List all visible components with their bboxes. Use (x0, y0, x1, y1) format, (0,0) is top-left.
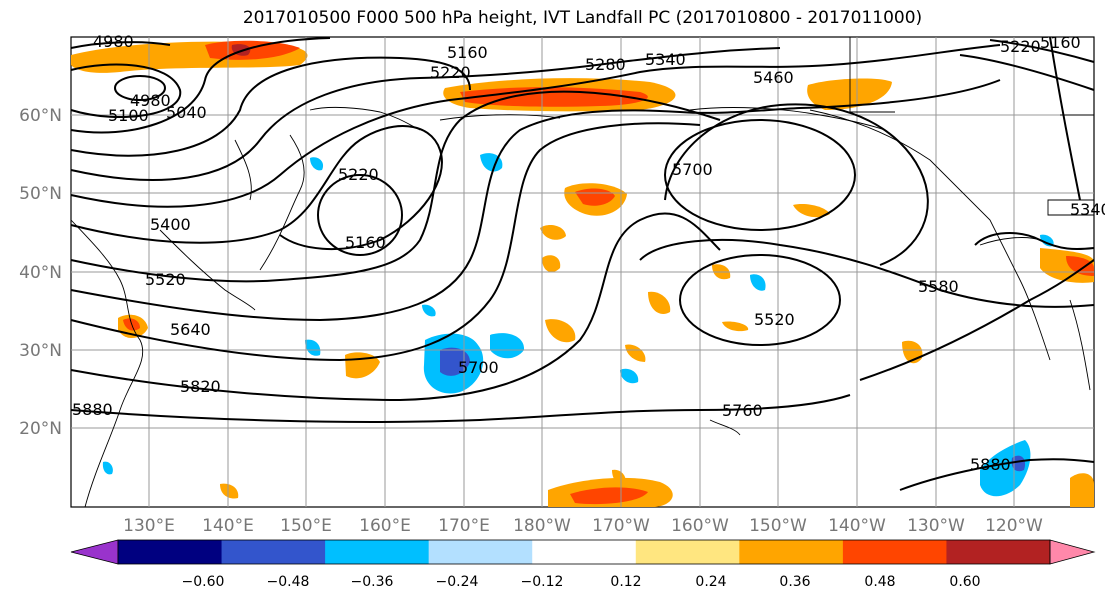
contour-label: 5880 (72, 400, 113, 419)
contour-label: 5580 (918, 277, 959, 296)
lon-tick-label: 140°W (828, 516, 886, 536)
colorbar-cells (118, 540, 1051, 564)
colorbar: −0.60 −0.48 −0.36 −0.24 −0.12 0.12 0.24 … (70, 539, 1096, 590)
colorbar-cell (428, 540, 533, 564)
colorbar-cell (739, 540, 844, 564)
contour-label-group: 4980 5160 5220 5280 5340 5220 5160 4980 … (72, 32, 1105, 474)
colorbar-tick-label: 0.60 (949, 574, 980, 590)
colorbar-cell (842, 540, 947, 564)
lat-tick-label: 60°N (19, 106, 62, 126)
contour-label: 5220 (430, 63, 471, 82)
colorbar-cell (118, 540, 223, 564)
lon-tick-label: 120°W (985, 516, 1043, 536)
colorbar-tick-label: 0.36 (779, 574, 810, 590)
contour-label: 5760 (722, 401, 763, 420)
contour-label: 5160 (447, 43, 488, 62)
contour-label: 5880 (970, 455, 1011, 474)
lat-tick-label: 40°N (19, 263, 62, 283)
colorbar-cell (532, 540, 637, 564)
colorbar-tick-label: −0.36 (351, 574, 394, 590)
contour-label: 5220 (1000, 37, 1041, 56)
contour-label: 5640 (170, 320, 211, 339)
contour-label: 5820 (180, 377, 221, 396)
contour-label: 5400 (150, 215, 191, 234)
lon-tick-label: 170°E (438, 516, 490, 536)
contour-label: 5100 (108, 106, 149, 125)
colorbar-tick-label: −0.12 (521, 574, 564, 590)
contour-label: 4980 (130, 91, 171, 110)
lon-tick-label: 150°W (749, 516, 807, 536)
lon-tick-label: 180°W (513, 516, 571, 536)
colorbar-cell (221, 540, 326, 564)
lat-tick-label: 20°N (19, 419, 62, 439)
contour-label: 5520 (754, 310, 795, 329)
height-contours (70, 36, 1095, 491)
latitude-axis: 60°N 50°N 40°N 30°N 20°N (19, 106, 62, 439)
colorbar-tick-label: 0.24 (695, 574, 726, 590)
lon-tick-label: 150°E (280, 516, 332, 536)
colorbar-tick-label: −0.60 (182, 574, 225, 590)
map-title: 2017010500 F000 500 hPa height, IVT Land… (242, 8, 923, 28)
contour-label: 5700 (458, 358, 499, 377)
contour-label: 5520 (145, 270, 186, 289)
colorbar-cell (946, 540, 1051, 564)
colorbar-tick-label: 0.12 (610, 574, 641, 590)
contour-label: 5160 (345, 233, 386, 252)
ivt-shading (71, 40, 1094, 507)
contour-label: 5160 (1040, 33, 1081, 52)
contour-label: 5220 (338, 165, 379, 184)
colorbar-low-arrow (70, 539, 119, 565)
lon-tick-label: 130°E (123, 516, 175, 536)
contour-label: 5040 (166, 103, 207, 122)
longitude-axis: 130°E 140°E 150°E 160°E 170°E 180°W 170°… (123, 516, 1043, 536)
lon-tick-label: 160°W (671, 516, 729, 536)
colorbar-cell (325, 540, 430, 564)
contour-label: 5460 (753, 68, 794, 87)
contour-label: 5340 (645, 50, 686, 69)
lon-tick-label: 170°W (592, 516, 650, 536)
lat-tick-label: 50°N (19, 184, 62, 204)
contour-label: 5340 (1070, 200, 1105, 219)
colorbar-cell (635, 540, 740, 564)
colorbar-tick-label: −0.24 (436, 574, 479, 590)
contour-label: 5700 (672, 160, 713, 179)
colorbar-tick-label: 0.48 (864, 574, 895, 590)
contour-label: 5280 (585, 55, 626, 74)
lon-tick-label: 140°E (202, 516, 254, 536)
contour-label: 4980 (93, 32, 134, 51)
colorbar-tick-label: −0.48 (267, 574, 310, 590)
lon-tick-label: 160°E (359, 516, 411, 536)
lon-tick-label: 130°W (907, 516, 965, 536)
lat-tick-label: 30°N (19, 341, 62, 361)
colorbar-high-arrow (1049, 539, 1096, 565)
